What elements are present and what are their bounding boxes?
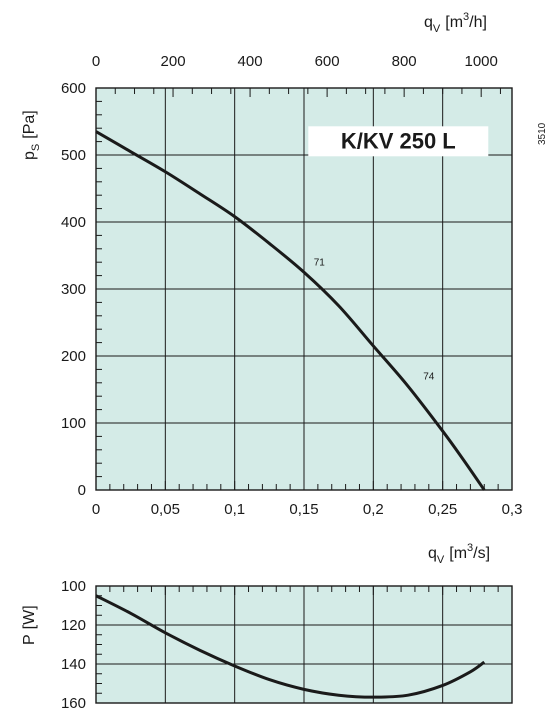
flow-m3s-tick-labels: 0 0,05 0,1 0,15 0,2 0,25 0,3: [92, 501, 523, 518]
flow-m3h-tick-label: 600: [315, 53, 340, 70]
flow-m3s-tick-label: 0,05: [151, 501, 180, 518]
pressure-tick-label: 100: [61, 415, 86, 432]
flow-m3h-tick-label: 800: [392, 53, 417, 70]
efficiency-label: 74: [423, 371, 435, 382]
power-axis-unit: [W]: [21, 605, 38, 629]
pressure-tick-label: 0: [78, 482, 86, 499]
power-axis-p: P: [21, 634, 38, 645]
pressure-axis-unit: [Pa]: [21, 110, 38, 138]
flow-m3s-tick-label: 0: [92, 501, 100, 518]
chart-code: 3510: [537, 122, 548, 145]
power-curve: [95, 594, 486, 699]
flow-m3s-tick-label: 0,25: [428, 501, 457, 518]
efficiency-label: 71: [314, 258, 326, 269]
power-tick-labels: 100 120 140 160: [61, 578, 86, 712]
top-axis-q: q: [424, 14, 433, 31]
power-tick-label: 100: [61, 578, 86, 595]
bottom-axis-q: q: [428, 545, 437, 562]
pressure-tick-label: 300: [61, 281, 86, 298]
power-tick-label: 160: [61, 695, 86, 712]
bottom-axis-title: qV [m3/s]: [428, 542, 490, 566]
bottom-axis-unit-pre: [m: [449, 545, 467, 562]
flow-m3h-tick-labels: 0 200 400 600 800 1000: [92, 53, 498, 70]
top-axis-unit-post: /h]: [469, 14, 487, 31]
top-axis-unit-sup: 3: [463, 11, 469, 23]
flow-m3s-tick-label: 0,1: [224, 501, 245, 518]
model-title-box: [308, 126, 489, 157]
flow-m3s-tick-label: 0,2: [363, 501, 384, 518]
flow-m3h-tick-label: 200: [161, 53, 186, 70]
pressure-axis-p: p: [21, 151, 38, 160]
model-title: K/KV 250 L: [341, 128, 456, 153]
flow-m3s-tick-label: 0,3: [502, 501, 523, 518]
power-chart: 100 120 140 160 P [W]: [21, 578, 513, 712]
power-minor-ticks: [95, 585, 513, 704]
efficiency-labels: 71 74: [314, 258, 435, 383]
pressure-tick-labels: 0 100 200 300 400 500 600: [61, 80, 86, 499]
top-axis-sub: V: [433, 23, 441, 35]
flow-m3h-tick-label: 1000: [464, 53, 497, 70]
pressure-tick-label: 400: [61, 214, 86, 231]
power-tick-label: 120: [61, 617, 86, 634]
flow-m3s-tick-label: 0,15: [289, 501, 318, 518]
power-plot-frame: [95, 585, 513, 704]
bottom-axis-unit-sup: 3: [467, 542, 473, 554]
pressure-tick-label: 500: [61, 147, 86, 164]
bottom-axis-sub: V: [437, 554, 445, 566]
bottom-axis-unit-post: /s]: [473, 545, 490, 562]
pressure-curve: [95, 130, 486, 491]
power-tick-label: 140: [61, 656, 86, 673]
pressure-tick-label: 200: [61, 348, 86, 365]
pressure-chart: 0 0,05 0,1 0,15 0,2 0,25 0,3 0 200 400 600 800 1000…: [21, 11, 548, 566]
pressure-plot-frame: [95, 87, 513, 491]
flow-m3h-tick-label: 0: [92, 53, 100, 70]
power-axis-title: P [W]: [21, 605, 38, 645]
pressure-axis-title: pS [Pa]: [21, 110, 42, 160]
pressure-axis-sub: S: [30, 144, 42, 151]
pressure-tick-label: 600: [61, 80, 86, 97]
flow-m3h-tick-label: 400: [238, 53, 263, 70]
top-axis-unit-pre: [m: [445, 14, 463, 31]
top-axis-title: qV [m3/h]: [424, 11, 487, 35]
